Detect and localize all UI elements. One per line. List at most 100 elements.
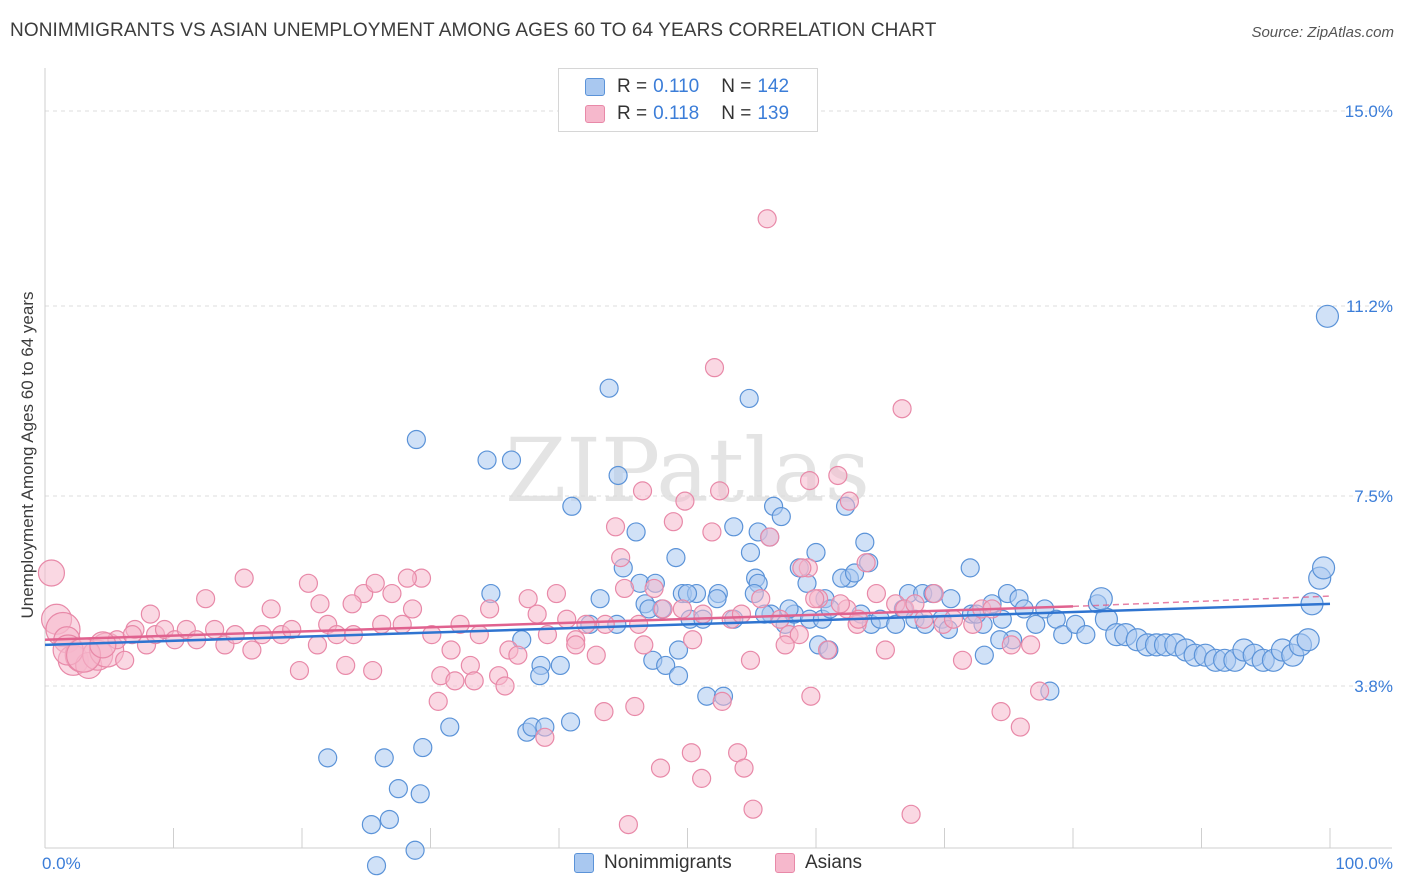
nonimmigrants-point (1026, 614, 1046, 634)
nonimmigrants-point (1053, 625, 1073, 645)
asians-point (196, 589, 216, 609)
nonimmigrants-point (550, 655, 570, 676)
source-label: Source: ZipAtlas.com (1251, 24, 1394, 41)
asians-point (740, 650, 761, 670)
asians-point (310, 594, 330, 614)
asians-point (943, 609, 964, 629)
asians-point (693, 604, 713, 624)
nonimmigrants-point (530, 666, 550, 686)
legend-n-value: 142 (757, 76, 790, 97)
asians-point (234, 568, 254, 588)
asians-point (817, 640, 838, 660)
asians-point (875, 640, 895, 660)
asians-point (901, 804, 921, 824)
asians-point (595, 614, 615, 634)
nonimmigrants-point (477, 450, 497, 470)
nonimmigrants-point (608, 465, 628, 486)
asians-point (89, 631, 117, 659)
asians-point (731, 604, 752, 624)
nonimmigrants-point (666, 548, 686, 568)
asians-point (1010, 717, 1030, 737)
nonimmigrants-point (974, 645, 994, 665)
asians-point (307, 635, 328, 655)
asians-point (402, 599, 423, 619)
asians-point (789, 625, 809, 645)
legend-n-label: N = (721, 103, 752, 124)
series-legend-label: Nonimmigrants (604, 852, 732, 873)
asians-point (792, 558, 812, 578)
series-legend-asians[interactable]: Asians (775, 852, 862, 874)
asians-point (372, 614, 392, 634)
asians-point (242, 640, 262, 660)
nonimmigrants-point (855, 532, 875, 552)
asians-trend-line (44, 605, 1074, 642)
asians-point (122, 625, 142, 645)
asians-point (464, 671, 484, 691)
x-tick-label-max: 100.0% (1335, 854, 1393, 873)
asians-point (866, 583, 886, 604)
asians-point (382, 583, 402, 604)
asians-point (743, 799, 763, 819)
asians-point (365, 573, 385, 593)
asians-point (1029, 681, 1050, 701)
asians-point (289, 660, 310, 681)
asians-point (480, 599, 500, 619)
asians-point (704, 358, 725, 378)
nonimmigrants-point (599, 378, 619, 398)
legend-n-value: 139 (757, 103, 790, 124)
nonimmigrants-point (1315, 304, 1340, 328)
nonimmigrants-point (410, 784, 430, 804)
nonimmigrants-point (739, 388, 759, 409)
asians-point (508, 645, 528, 665)
asians-point (342, 594, 362, 614)
chart-title: NONIMMIGRANTS VS ASIAN UNEMPLOYMENT AMON… (10, 20, 937, 41)
nonimmigrants-point (318, 748, 338, 768)
asians-point (952, 650, 973, 670)
asians-point (422, 625, 442, 645)
asians-point (469, 625, 489, 645)
nonimmigrants-point (724, 517, 744, 537)
series-legend-nonimmigrants[interactable]: Nonimmigrants (574, 852, 732, 874)
legend-row-asians: R = 0.118 N = 139 (585, 102, 789, 126)
asians-point (495, 676, 515, 696)
nonimmigrants-point (941, 589, 961, 609)
asians-point (924, 583, 944, 604)
asians-point (298, 573, 319, 593)
asians-point (261, 599, 281, 619)
asians-point (594, 702, 614, 722)
nonimmigrants-point (771, 506, 791, 527)
asians-point (205, 619, 225, 640)
asians-point (397, 568, 417, 588)
asians-point (535, 727, 555, 747)
nonimmigrants-trend-line (44, 602, 1331, 647)
nonimmigrants-point (1311, 556, 1336, 580)
asians-trend-extension (1072, 595, 1331, 608)
asians-point (428, 691, 448, 711)
asians-point (702, 522, 722, 542)
asians-point (805, 589, 825, 609)
asians-point (801, 686, 821, 706)
legend-row-nonimmigrants: R = 0.110 N = 142 (585, 75, 789, 99)
asians-point (546, 583, 567, 604)
asians-point (712, 691, 732, 711)
asians-point (856, 553, 876, 573)
asians-point (441, 640, 461, 660)
y-tick-label: 3.8% (1354, 677, 1393, 696)
correlation-legend: R = 0.110 N = 142 R = 0.118 N = 139 (558, 68, 818, 132)
asians-point (252, 625, 272, 645)
asians-point (839, 491, 860, 511)
nonimmigrants-point (379, 809, 399, 830)
asians-point (905, 594, 925, 614)
asians-point (557, 609, 577, 629)
legend-swatch-pink (775, 853, 795, 873)
legend-swatch-blue (585, 78, 605, 96)
asians-point (445, 671, 465, 691)
nonimmigrants-point (668, 666, 689, 686)
asians-point (629, 614, 649, 634)
asians-point (734, 758, 754, 778)
asians-point (605, 517, 626, 537)
asians-point (663, 512, 683, 532)
asians-point (710, 481, 730, 501)
asians-point (828, 465, 848, 486)
asians-point (683, 630, 703, 650)
